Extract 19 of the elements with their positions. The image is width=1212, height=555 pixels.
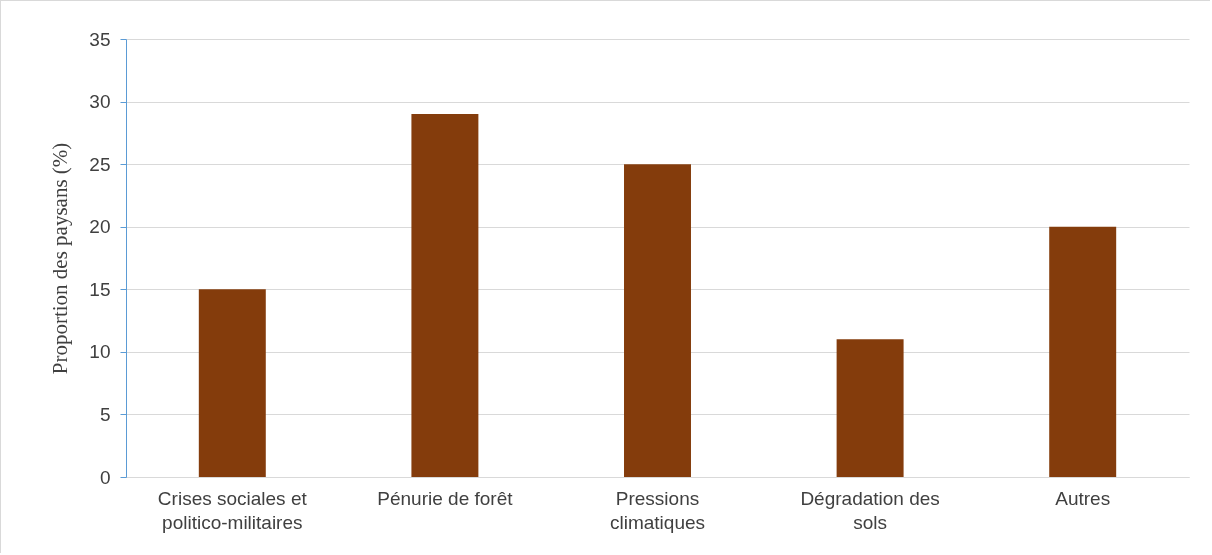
x-tick-label: Crises sociales et politico-militaires <box>157 487 308 533</box>
y-tick-label: 10 <box>89 341 111 363</box>
bar <box>624 164 691 477</box>
bar <box>1049 226 1117 477</box>
y-tick-label: 15 <box>89 278 111 300</box>
x-tick-label: Pressions climatiques <box>609 487 706 533</box>
bar <box>198 289 266 477</box>
y-axis-title: Proportion des paysans (%) <box>48 142 73 375</box>
y-tick-label: 5 <box>99 403 111 425</box>
x-tick-label: Autres <box>1055 487 1111 509</box>
y-tick-label: 0 <box>99 466 111 488</box>
y-tick-label: 35 <box>89 28 111 50</box>
y-tick-label: 30 <box>89 91 111 113</box>
y-tick-label: 25 <box>89 153 111 175</box>
y-tick-label: 20 <box>89 216 111 238</box>
bar <box>836 339 904 477</box>
bar <box>411 114 479 477</box>
x-tick-label: Dégradation des sols <box>800 487 940 533</box>
x-tick-label: Pénurie de forêt <box>377 487 514 509</box>
